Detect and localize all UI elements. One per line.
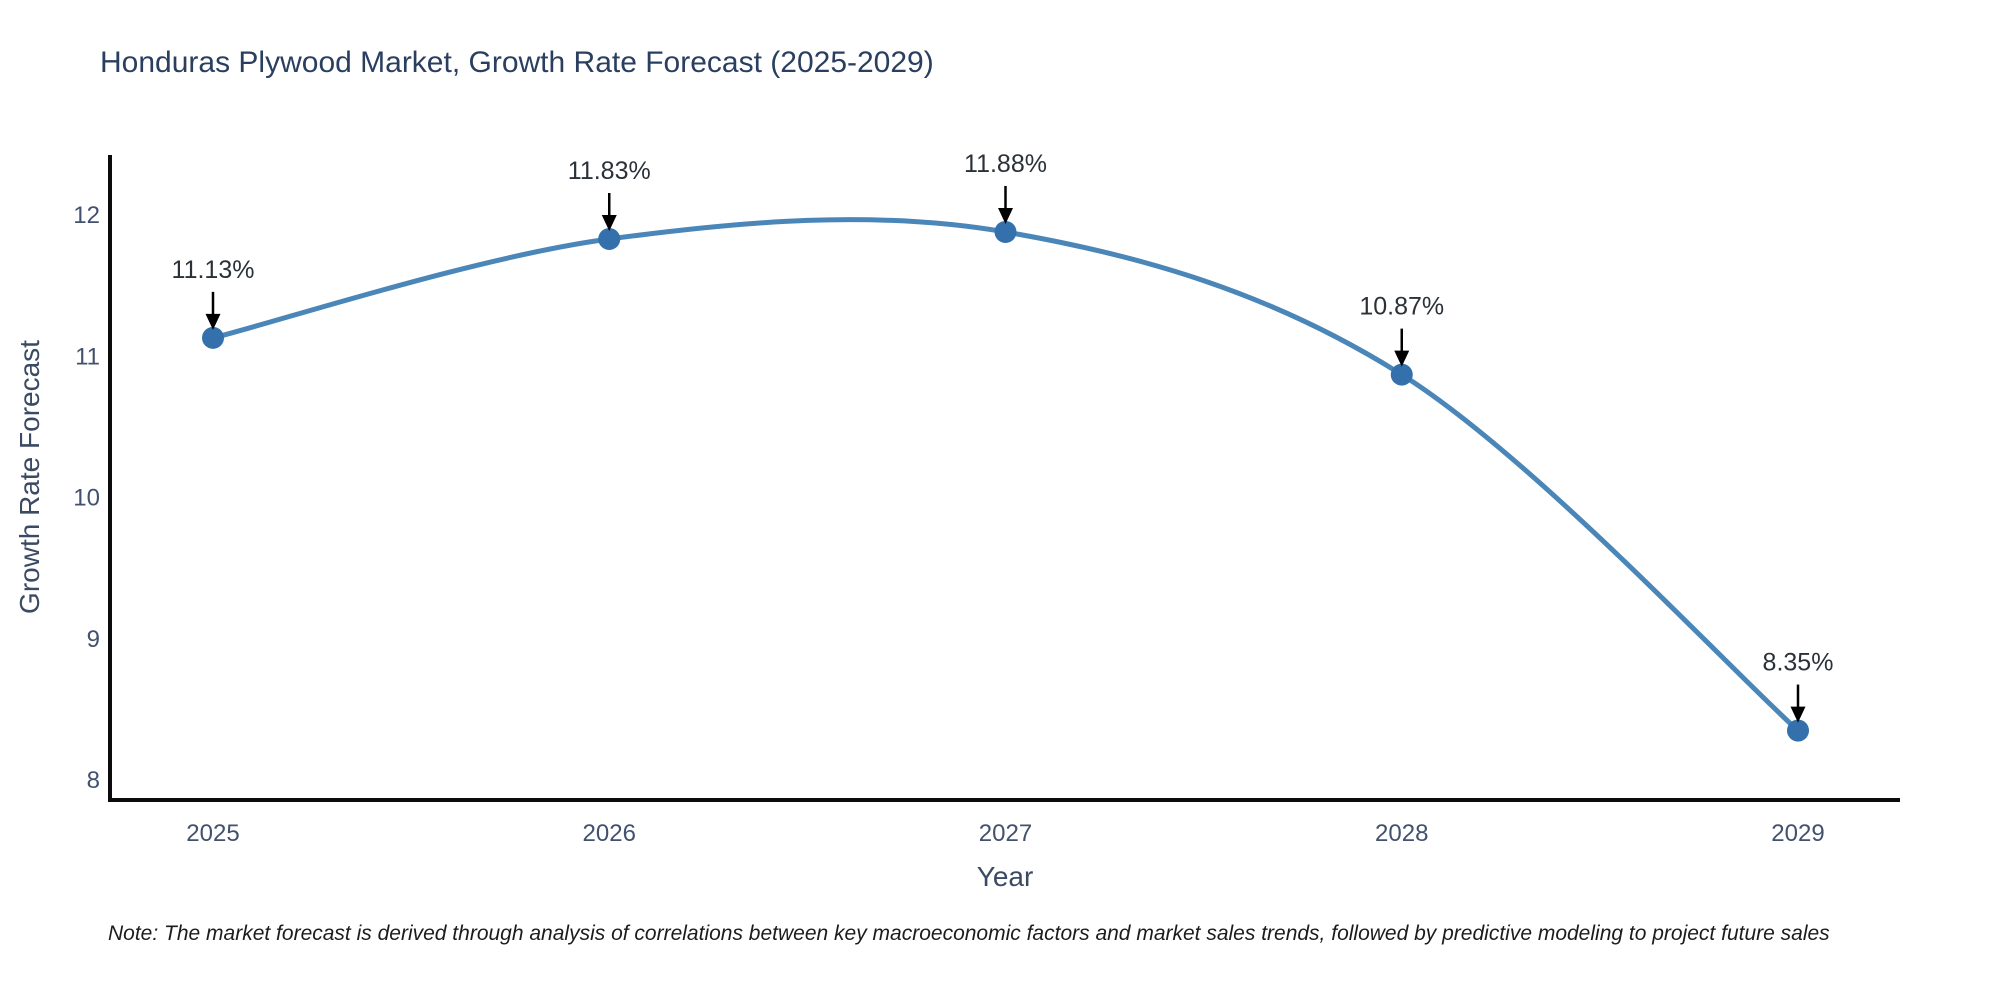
y-tick-label: 8 xyxy=(87,767,100,794)
data-point-marker[interactable] xyxy=(202,326,224,349)
y-tick-label: 11 xyxy=(75,343,100,370)
chart-title: Honduras Plywood Market, Growth Rate For… xyxy=(100,46,934,79)
annotation-arrowhead-icon xyxy=(998,207,1013,224)
annotation-label: 8.35% xyxy=(1763,649,1834,677)
x-tick-label: 2026 xyxy=(583,820,636,847)
annotation-label: 10.87% xyxy=(1359,293,1444,321)
data-point-marker[interactable] xyxy=(1390,363,1413,386)
annotation-label: 11.13% xyxy=(172,256,255,284)
annotation-label: 11.83% xyxy=(568,157,651,185)
y-tick-label: 9 xyxy=(87,626,100,653)
data-point-marker[interactable] xyxy=(994,220,1017,243)
annotation-arrowhead-icon xyxy=(205,313,221,330)
x-axis-title: Year xyxy=(976,861,1034,892)
trend-line xyxy=(210,217,1801,734)
x-tick-label: 2028 xyxy=(1375,820,1428,847)
footnote: Note: The market forecast is derived thr… xyxy=(108,922,1830,945)
x-tick-label: 2027 xyxy=(979,820,1032,847)
annotation-label: 11.88% xyxy=(964,150,1047,178)
data-point-marker[interactable] xyxy=(1787,719,1809,742)
data-point-marker[interactable] xyxy=(598,228,621,251)
x-tick-label: 2029 xyxy=(1771,820,1824,847)
annotation-arrowhead-icon xyxy=(1790,706,1806,723)
annotation-arrowhead-icon xyxy=(1394,350,1410,367)
y-tick-label: 12 xyxy=(73,202,100,229)
x-tick-label: 2025 xyxy=(186,820,239,847)
y-tick-label: 10 xyxy=(73,485,100,512)
y-axis-title: Growth Rate Forecast xyxy=(14,340,45,614)
annotation-arrowhead-icon xyxy=(601,215,617,232)
